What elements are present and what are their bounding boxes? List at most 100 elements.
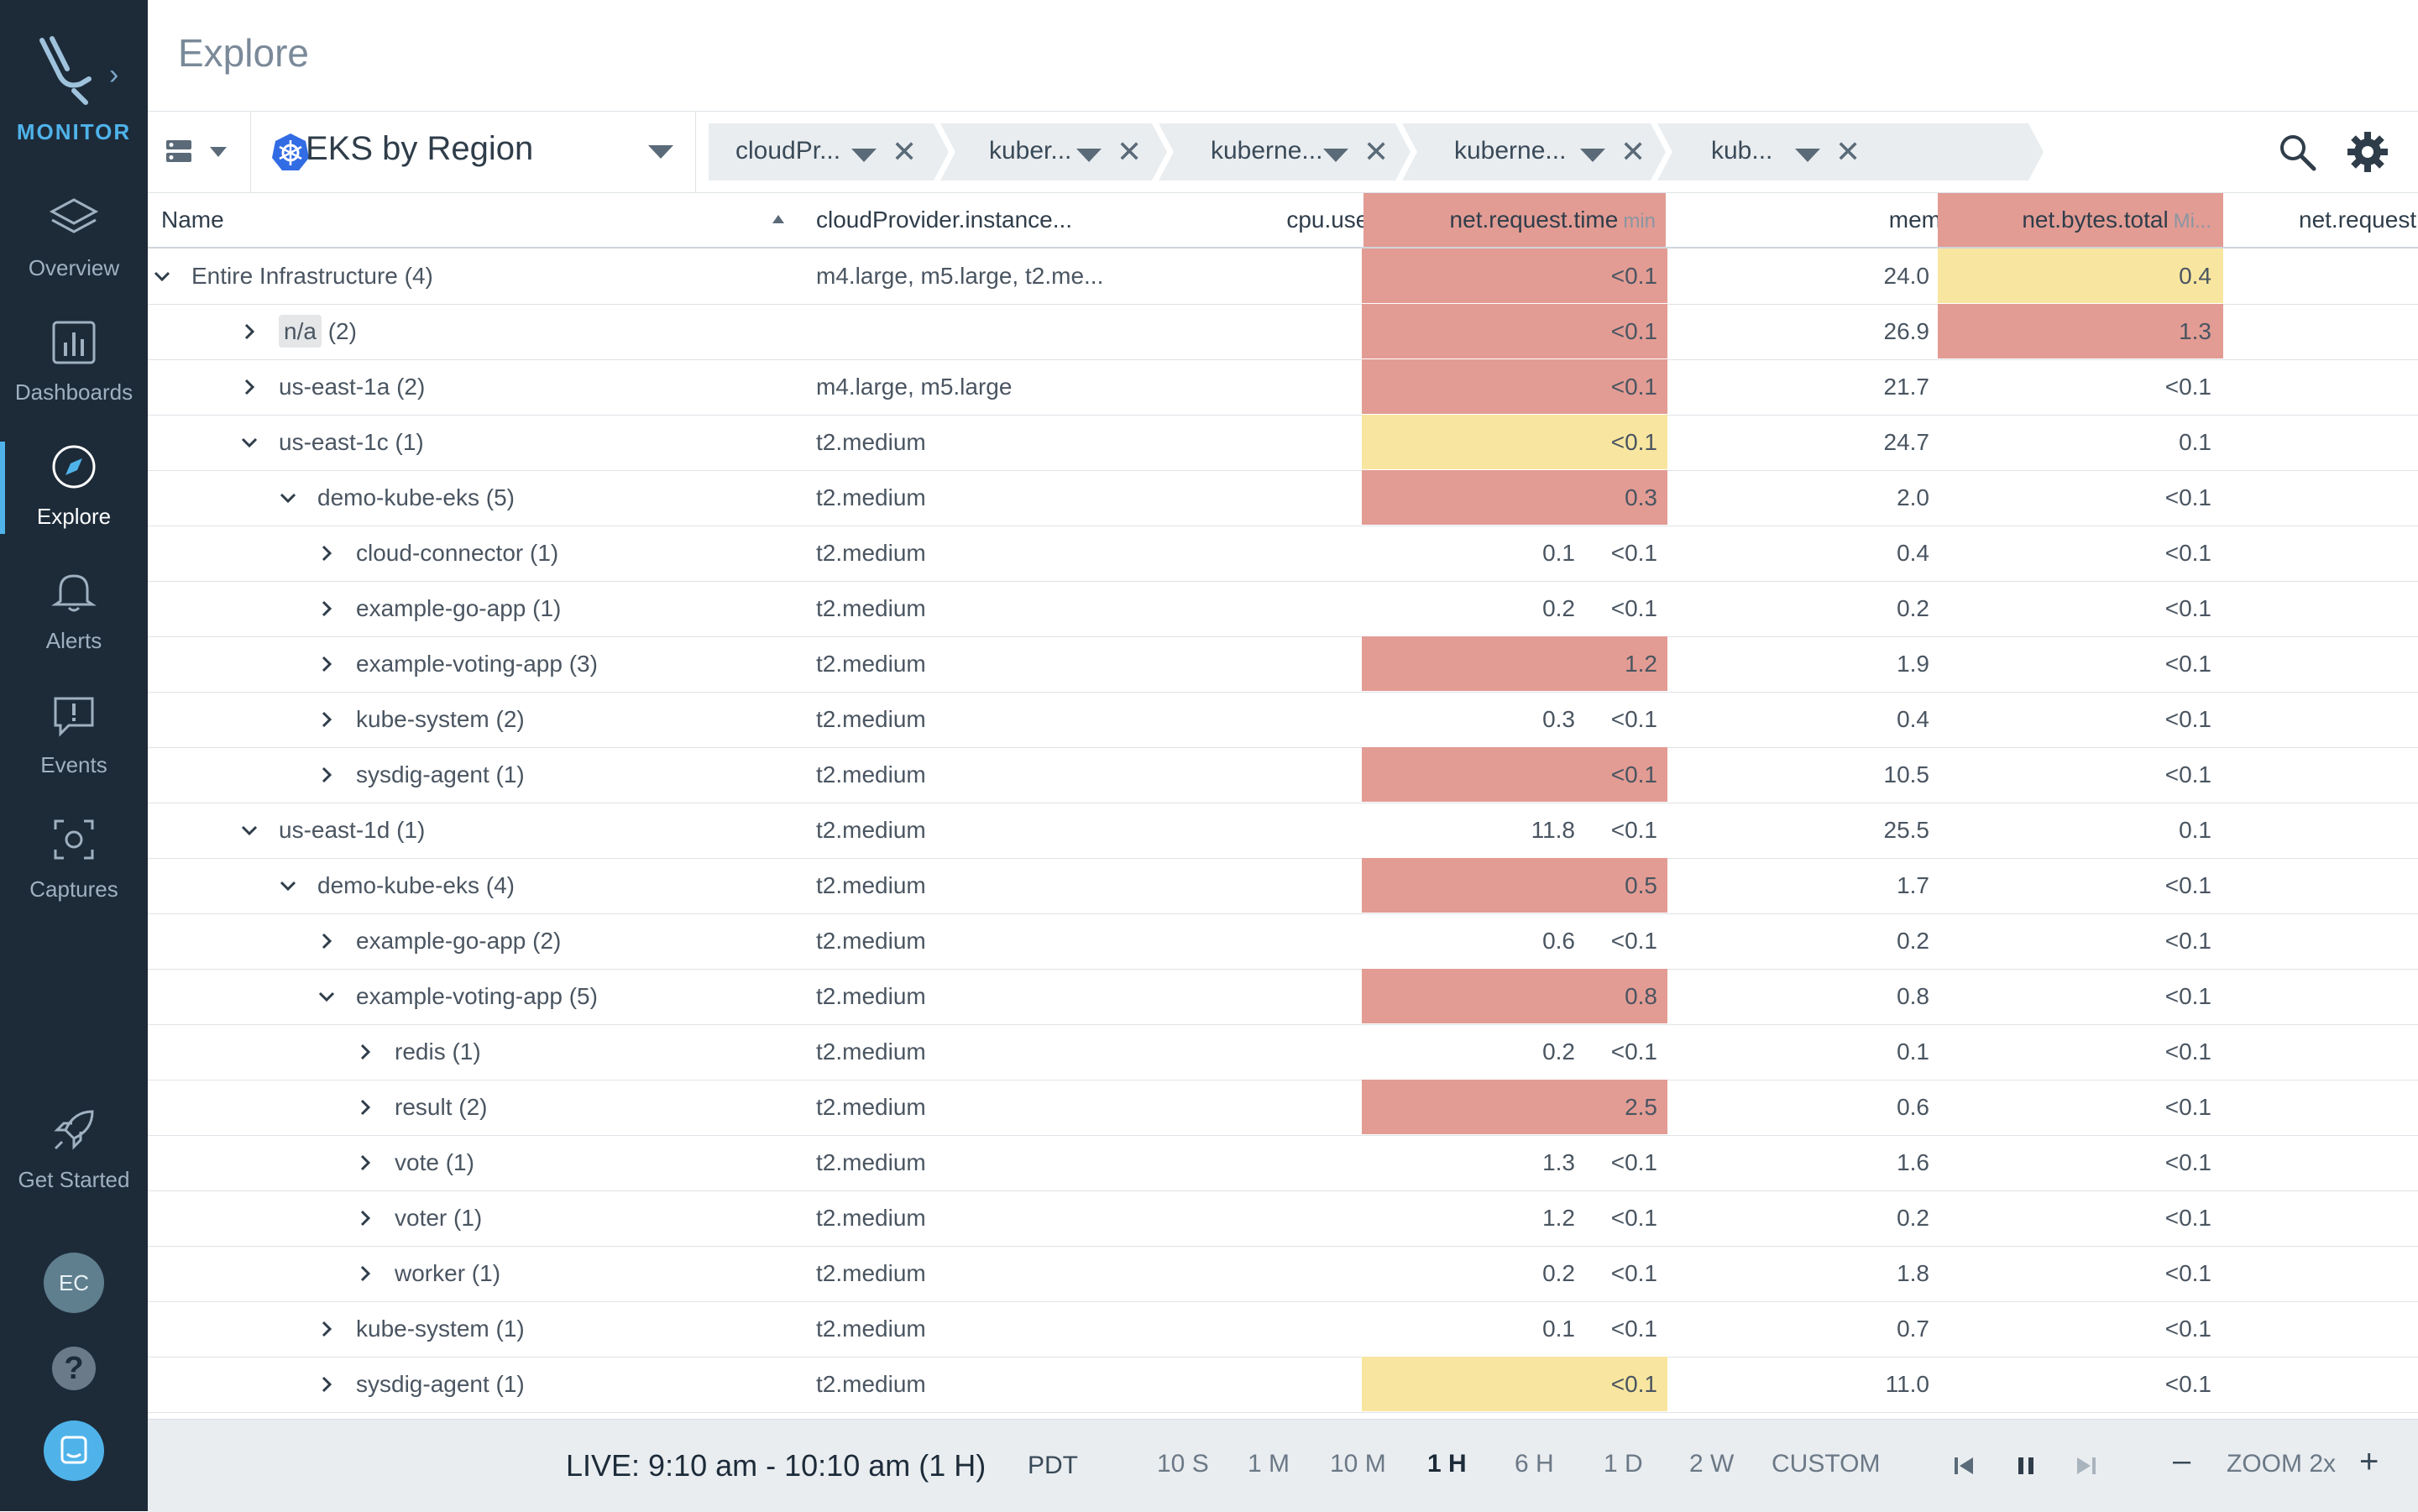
table-row[interactable]: worker (1) t2.medium 0.2 <0.1 1.8 <0.1 [148, 1246, 2418, 1302]
chevron-right-icon[interactable] [317, 599, 336, 618]
chevron-down-icon[interactable] [153, 267, 171, 285]
row-name[interactable]: redis (1) [395, 1039, 481, 1065]
chevron-right-icon[interactable] [356, 1209, 374, 1227]
nav-dashboards[interactable]: Dashboards [0, 317, 148, 435]
row-name[interactable]: worker (1) [395, 1260, 501, 1286]
table-row[interactable]: example-voting-app (3)t2.medium2.51.21.9… [148, 636, 2418, 693]
chevron-right-icon[interactable] [317, 710, 336, 729]
chevron-down-icon[interactable] [1323, 149, 1348, 162]
nav-overview[interactable]: Overview [0, 193, 148, 311]
chevron-right-icon[interactable] [356, 1154, 374, 1172]
table-row[interactable]: result (2)t2.medium<0.12.50.6<0.1 [148, 1080, 2418, 1136]
breadcrumb-item[interactable]: kuberne... ✕ [1402, 123, 1651, 180]
chevron-right-icon[interactable] [356, 1043, 374, 1061]
chevron-right-icon[interactable] [356, 1264, 374, 1283]
gear-icon[interactable] [2346, 130, 2389, 174]
chevron-right-icon[interactable] [356, 1098, 374, 1117]
sort-asc-icon[interactable] [772, 215, 784, 223]
row-name[interactable]: kube-system (2) [356, 706, 525, 732]
table-row[interactable]: redis (1) t2.medium 0.2 <0.1 0.1 <0.1 [148, 1024, 2418, 1080]
search-icon[interactable] [2277, 132, 2317, 172]
nav-get-started[interactable]: Get Started [0, 1105, 148, 1222]
chat-button[interactable] [44, 1420, 104, 1481]
row-name[interactable]: us-east-1d (1) [279, 817, 426, 843]
table-row[interactable]: example-go-app (2) t2.medium 0.6 <0.1 0.2 <0.… [148, 913, 2418, 970]
row-name[interactable]: example-voting-app (5) [356, 983, 598, 1009]
skip-forward-icon[interactable] [2075, 1455, 2096, 1477]
row-name[interactable]: example-voting-app (3) [356, 651, 598, 677]
chevron-down-icon[interactable] [851, 149, 877, 162]
zoom-out-button[interactable]: – [2173, 1443, 2191, 1478]
row-name[interactable]: demo-kube-eks (5) [317, 484, 515, 510]
row-name[interactable]: result (2) [395, 1094, 488, 1120]
table-row[interactable]: n/a (2)36.6<0.126.91.3 [148, 304, 2418, 360]
close-icon[interactable]: ✕ [1117, 134, 1143, 169]
chevron-down-icon[interactable] [1076, 149, 1102, 162]
table-row[interactable]: us-east-1d (1) t2.medium 11.8 <0.1 25.5 0.1 [148, 803, 2418, 859]
view-toggle[interactable] [165, 132, 249, 172]
nav-alerts[interactable]: Alerts [0, 566, 148, 683]
row-name[interactable]: example-go-app (2) [356, 928, 562, 954]
help-icon[interactable]: ? [52, 1347, 96, 1390]
close-icon[interactable]: ✕ [892, 134, 918, 169]
timezone-selector[interactable]: PDT [1028, 1452, 1078, 1479]
row-name[interactable]: sysdig-agent (1) [356, 1371, 525, 1397]
chevron-right-icon[interactable] [317, 1375, 336, 1394]
row-name[interactable]: us-east-1a (2) [279, 374, 426, 400]
table-row[interactable]: us-east-1c (1)t2.medium13.2<0.124.70.1 [148, 415, 2418, 471]
column-header-net-bytes[interactable]: net.bytes.total Mi... [1938, 193, 2223, 247]
column-header-net-request[interactable]: net.request [2299, 193, 2418, 247]
range-custom-button[interactable]: CUSTOM [1772, 1450, 1881, 1478]
nav-events[interactable]: Events [0, 690, 148, 808]
row-name[interactable]: Entire Infrastructure (4) [191, 263, 433, 289]
chevron-down-icon[interactable] [279, 876, 297, 895]
chevron-right-icon[interactable] [240, 378, 259, 396]
zoom-in-button[interactable]: + [2359, 1443, 2379, 1480]
row-name[interactable]: vote (1) [395, 1149, 474, 1175]
row-name[interactable]: kube-system (1) [356, 1316, 525, 1342]
chevron-right-icon[interactable] [317, 655, 336, 673]
monitor-logo[interactable]: › MONITOR [0, 25, 148, 151]
chevron-down-icon[interactable] [240, 433, 259, 452]
chevron-down-icon[interactable] [1795, 149, 1820, 162]
breadcrumb-item[interactable]: kuberne... ✕ [1159, 123, 1395, 180]
range-10s-button[interactable]: 10 S [1157, 1450, 1209, 1478]
range-1h-button[interactable]: 1 H [1427, 1450, 1467, 1478]
range-10m-button[interactable]: 10 M [1330, 1450, 1386, 1478]
table-row[interactable]: example-voting-app (5)t2.medium0.50.80.8… [148, 969, 2418, 1025]
table-row[interactable]: kube-system (2) t2.medium 0.3 <0.1 0.4 <0.1 [148, 692, 2418, 748]
chevron-down-icon[interactable] [279, 489, 297, 507]
range-2w-button[interactable]: 2 W [1689, 1450, 1735, 1478]
table-row[interactable]: cloud-connector (1) t2.medium 0.1 <0.1 0.4 <0… [148, 526, 2418, 582]
range-6h-button[interactable]: 6 H [1515, 1450, 1554, 1478]
avatar[interactable]: EC [44, 1253, 104, 1313]
chevron-down-icon[interactable] [240, 821, 259, 840]
column-header-name[interactable]: Name [161, 193, 766, 247]
row-name[interactable]: n/a (2) [279, 304, 357, 358]
scope-selector[interactable]: EKS by Region [250, 112, 695, 192]
table-row[interactable]: example-go-app (1) t2.medium 0.2 <0.1 0.2 <0.… [148, 581, 2418, 637]
close-icon[interactable]: ✕ [1835, 134, 1861, 169]
range-1m-button[interactable]: 1 M [1248, 1450, 1290, 1478]
column-header-instance[interactable]: cloudProvider.instance... [816, 193, 1236, 247]
table-row[interactable]: sysdig-agent (1)t2.medium4.7<0.111.0<0.1 [148, 1357, 2418, 1413]
table-row[interactable]: us-east-1a (2)m4.large, m5.large15.8<0.1… [148, 359, 2418, 416]
row-name[interactable]: voter (1) [395, 1205, 483, 1231]
row-name[interactable]: cloud-connector (1) [356, 540, 559, 566]
range-1d-button[interactable]: 1 D [1604, 1450, 1643, 1478]
breadcrumb-item[interactable]: kub... ✕ [1657, 123, 1909, 180]
row-name[interactable]: example-go-app (1) [356, 595, 562, 621]
nav-explore[interactable]: Explore [0, 442, 148, 559]
close-icon[interactable]: ✕ [1620, 134, 1646, 169]
row-name[interactable]: us-east-1c (1) [279, 429, 424, 455]
skip-back-icon[interactable] [1955, 1455, 1975, 1477]
row-name[interactable]: demo-kube-eks (4) [317, 872, 515, 898]
table-row[interactable]: sysdig-agent (1)t2.medium4.3<0.110.5<0.1 [148, 747, 2418, 803]
breadcrumb-item[interactable]: kuber... ✕ [940, 123, 1152, 180]
nav-captures[interactable]: Captures [0, 814, 148, 932]
chevron-right-icon[interactable] [240, 322, 259, 341]
pause-icon[interactable] [2017, 1455, 2035, 1477]
table-row[interactable]: kube-system (1) t2.medium 0.1 <0.1 0.7 <0.1 [148, 1301, 2418, 1358]
